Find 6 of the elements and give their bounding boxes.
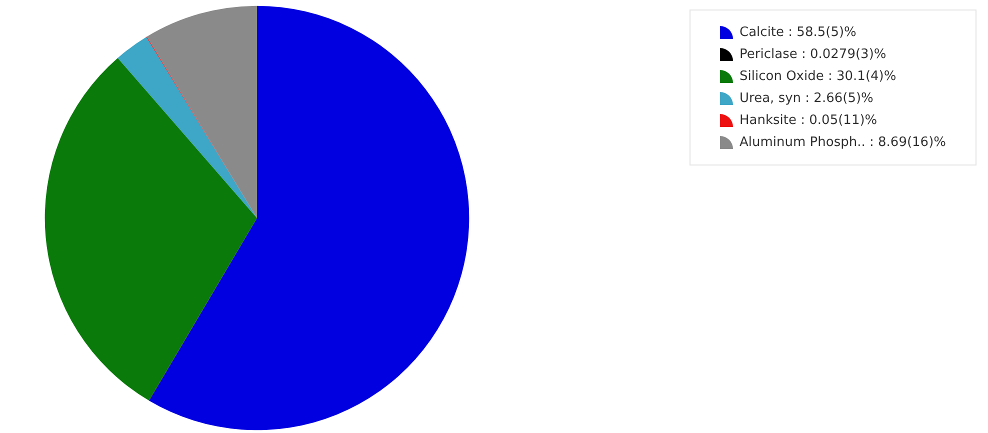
legend-label: Hanksite : 0.05(11)% bbox=[740, 113, 878, 128]
legend-label: Aluminum Phosph.. : 8.69(16)% bbox=[740, 135, 946, 150]
legend-label: Periclase : 0.0279(3)% bbox=[740, 47, 886, 62]
legend-label: Silicon Oxide : 30.1(4)% bbox=[740, 69, 896, 84]
legend-label: Urea, syn : 2.66(5)% bbox=[740, 91, 874, 106]
legend-label: Calcite : 58.5(5)% bbox=[740, 25, 856, 40]
